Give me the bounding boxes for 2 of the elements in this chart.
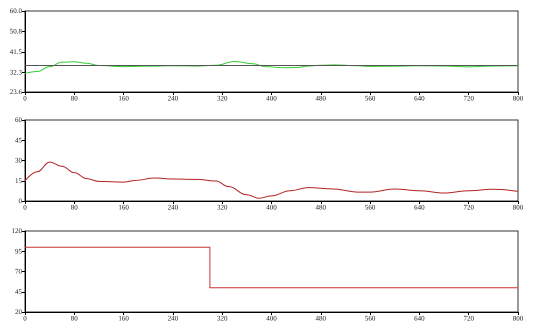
line-series: [24, 61, 518, 74]
line-series: [24, 162, 518, 199]
